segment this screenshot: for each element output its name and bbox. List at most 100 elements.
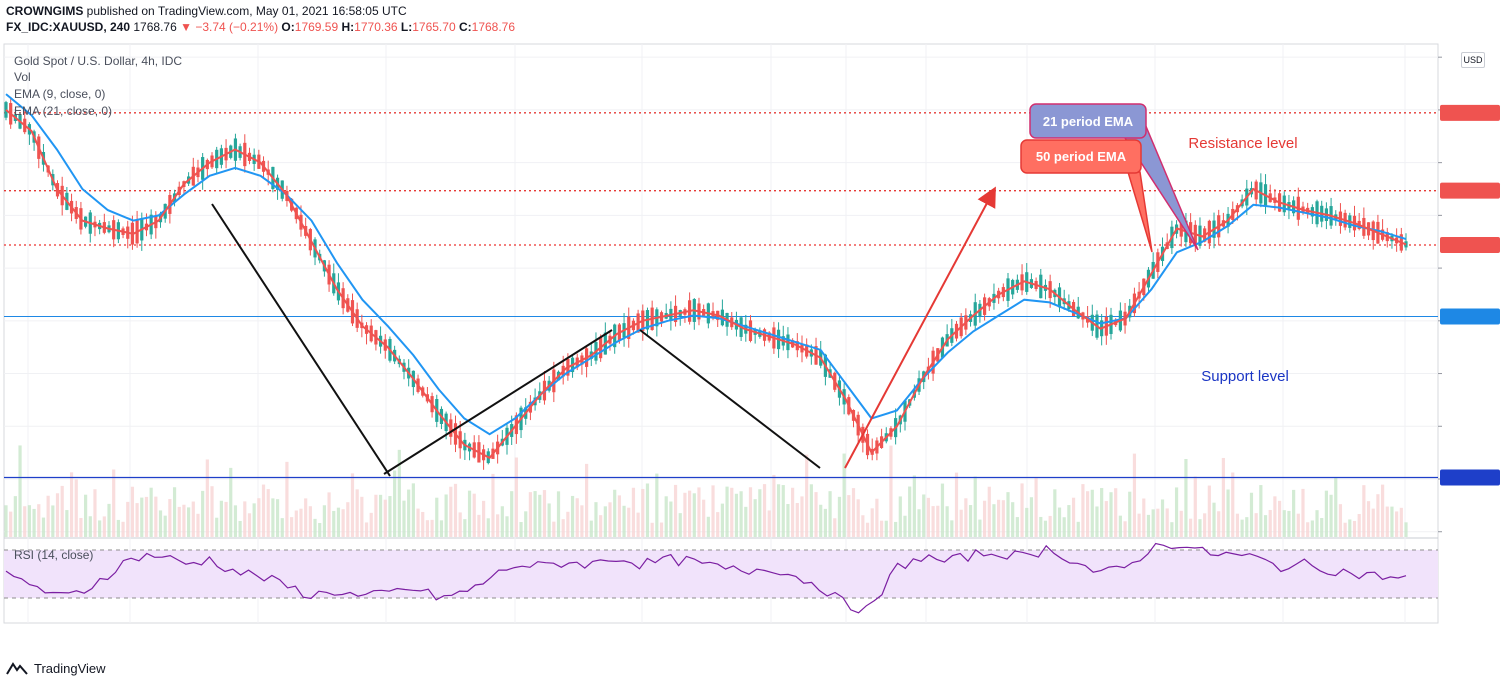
ema50-callout[interactable]: 50 period EMA	[1020, 139, 1153, 253]
volume-bar	[158, 510, 163, 537]
volume-bar	[1254, 513, 1258, 537]
legend-ema21[interactable]: EMA (21, close, 0)	[14, 104, 113, 118]
volume-bar	[439, 520, 444, 537]
volume-bar	[833, 518, 837, 537]
chart-title[interactable]: Gold Spot / U.S. Dollar, 4h, IDC	[14, 54, 183, 68]
tradingview-brand[interactable]: TradingView	[6, 661, 106, 676]
volume-bar	[1039, 516, 1043, 537]
volume-bar	[753, 499, 757, 537]
volume-bar	[1385, 506, 1389, 537]
volume-bar	[1362, 485, 1366, 537]
volume-bar	[903, 515, 907, 537]
volume-bar	[378, 494, 383, 537]
volume-bar	[1249, 492, 1254, 537]
legend-rsi[interactable]: RSI (14, close)	[14, 548, 94, 562]
ema21-note: 21 period EMA	[1043, 114, 1134, 129]
volume-bar	[1020, 483, 1024, 537]
publisher-name[interactable]: CROWNGIMS	[6, 4, 84, 18]
volume-bar	[416, 508, 420, 537]
volume-bar	[1268, 509, 1272, 537]
volume-bar	[60, 485, 64, 537]
rsi-line	[5, 542, 1407, 614]
volume-bar	[861, 515, 865, 537]
rsi-pane[interactable]	[4, 542, 1438, 614]
volume-bar	[1053, 489, 1057, 537]
volume-bar	[266, 489, 270, 537]
volume-bar	[182, 504, 186, 537]
trendline-down-1[interactable]	[211, 203, 391, 477]
volume-bar	[608, 502, 612, 537]
volume-bar	[650, 522, 654, 537]
volume-bar	[1160, 499, 1165, 537]
volume-bar	[130, 486, 135, 537]
volume-bar	[805, 454, 809, 537]
legend-vol[interactable]: Vol	[14, 70, 31, 84]
volume-bar	[697, 487, 701, 537]
volume-bar	[18, 445, 22, 537]
volume-bar	[1193, 476, 1197, 537]
volume-bar	[734, 493, 739, 537]
volume-bar	[627, 507, 631, 537]
volume-bar	[603, 506, 607, 537]
volume-bar	[1315, 510, 1319, 537]
volume-bar	[1306, 522, 1310, 537]
volume-bar	[238, 520, 242, 537]
volume-bar	[477, 514, 481, 537]
volume-bar	[580, 505, 584, 537]
horizontal-levels[interactable]	[4, 112, 1438, 479]
volume-bar	[1179, 510, 1183, 537]
up-arrow-annotation[interactable]	[844, 186, 996, 469]
volume-bar	[1203, 513, 1207, 537]
volume-bar	[41, 517, 46, 537]
volume-bar	[631, 487, 636, 537]
volume-bar	[1142, 498, 1146, 537]
volume-bar	[1043, 520, 1048, 537]
trendline-up-1[interactable]	[383, 329, 613, 475]
volume-bar	[851, 488, 856, 537]
volume-bar	[538, 494, 542, 537]
volume-bar	[599, 515, 603, 537]
volume-bar	[641, 488, 645, 537]
volume-bar	[823, 508, 827, 537]
trendline-down-2[interactable]	[639, 329, 821, 469]
volume-bar	[954, 472, 959, 537]
volume-bar	[93, 489, 97, 537]
volume-bar	[1067, 505, 1071, 537]
ema21-callout[interactable]: 21 period EMA	[1029, 103, 1199, 251]
volume-bar	[758, 489, 762, 537]
volume-bar	[1001, 500, 1005, 537]
price-axis[interactable]	[1438, 56, 1442, 533]
volume-bar	[1357, 513, 1361, 537]
volume-bar	[570, 495, 575, 537]
volume-bar	[1132, 453, 1137, 537]
down-arrow-icon: ▼	[180, 20, 192, 34]
volume-bar	[1029, 497, 1034, 537]
volume-bar	[27, 505, 32, 537]
volume-bar	[702, 499, 706, 537]
volume-bar	[664, 496, 668, 537]
volume-bar	[453, 483, 458, 537]
volume-bar	[936, 505, 940, 537]
volume-bar	[519, 522, 523, 537]
legend-ema9[interactable]: EMA (9, close, 0)	[14, 87, 106, 101]
volume-bar	[435, 497, 439, 537]
volume-bar	[9, 511, 13, 537]
volume-bar	[491, 473, 495, 537]
volume-bar	[1338, 504, 1343, 537]
volume-bar	[908, 486, 912, 537]
close-value: 1768.76	[471, 20, 516, 34]
symbol-name[interactable]: FX_IDC:XAUUSD, 240	[6, 20, 131, 34]
volume-bar	[645, 483, 650, 537]
volume-bar	[556, 491, 561, 537]
currency-button[interactable]: USD	[1461, 52, 1485, 68]
volume-bar	[201, 490, 205, 537]
volume-bar	[997, 499, 1001, 537]
volume-bar	[819, 504, 823, 537]
volume-bar	[912, 475, 916, 537]
volume-bar	[767, 510, 771, 537]
volume-bar	[973, 476, 977, 537]
volume-bar	[13, 496, 17, 537]
price-label-box	[1440, 469, 1500, 486]
volume-bar	[814, 492, 818, 537]
